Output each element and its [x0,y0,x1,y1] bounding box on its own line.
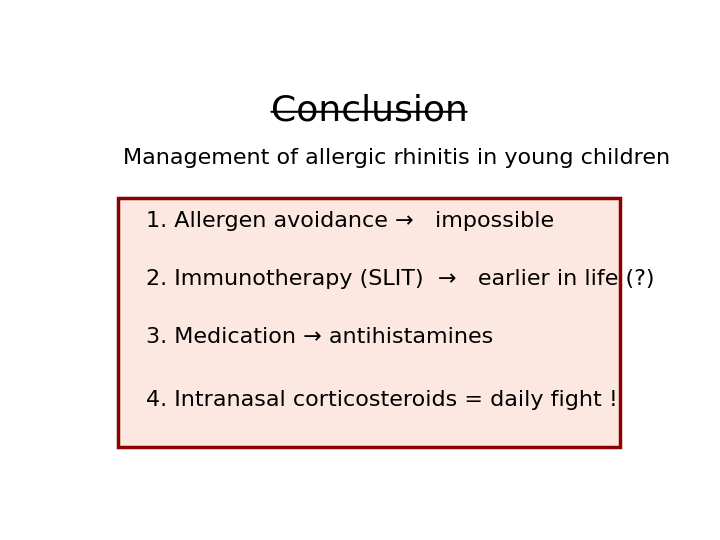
Text: 4. Intranasal corticosteroids = daily fight !: 4. Intranasal corticosteroids = daily fi… [145,389,618,409]
Text: Management of allergic rhinitis in young children: Management of allergic rhinitis in young… [124,148,670,168]
FancyBboxPatch shape [118,198,620,447]
Text: 3. Medication → antihistamines: 3. Medication → antihistamines [145,327,493,347]
Text: 1. Allergen avoidance →   impossible: 1. Allergen avoidance → impossible [145,211,554,231]
Text: Conclusion: Conclusion [271,94,467,128]
Text: 2. Immunotherapy (SLIT)  →   earlier in life (?): 2. Immunotherapy (SLIT) → earlier in lif… [145,269,654,289]
